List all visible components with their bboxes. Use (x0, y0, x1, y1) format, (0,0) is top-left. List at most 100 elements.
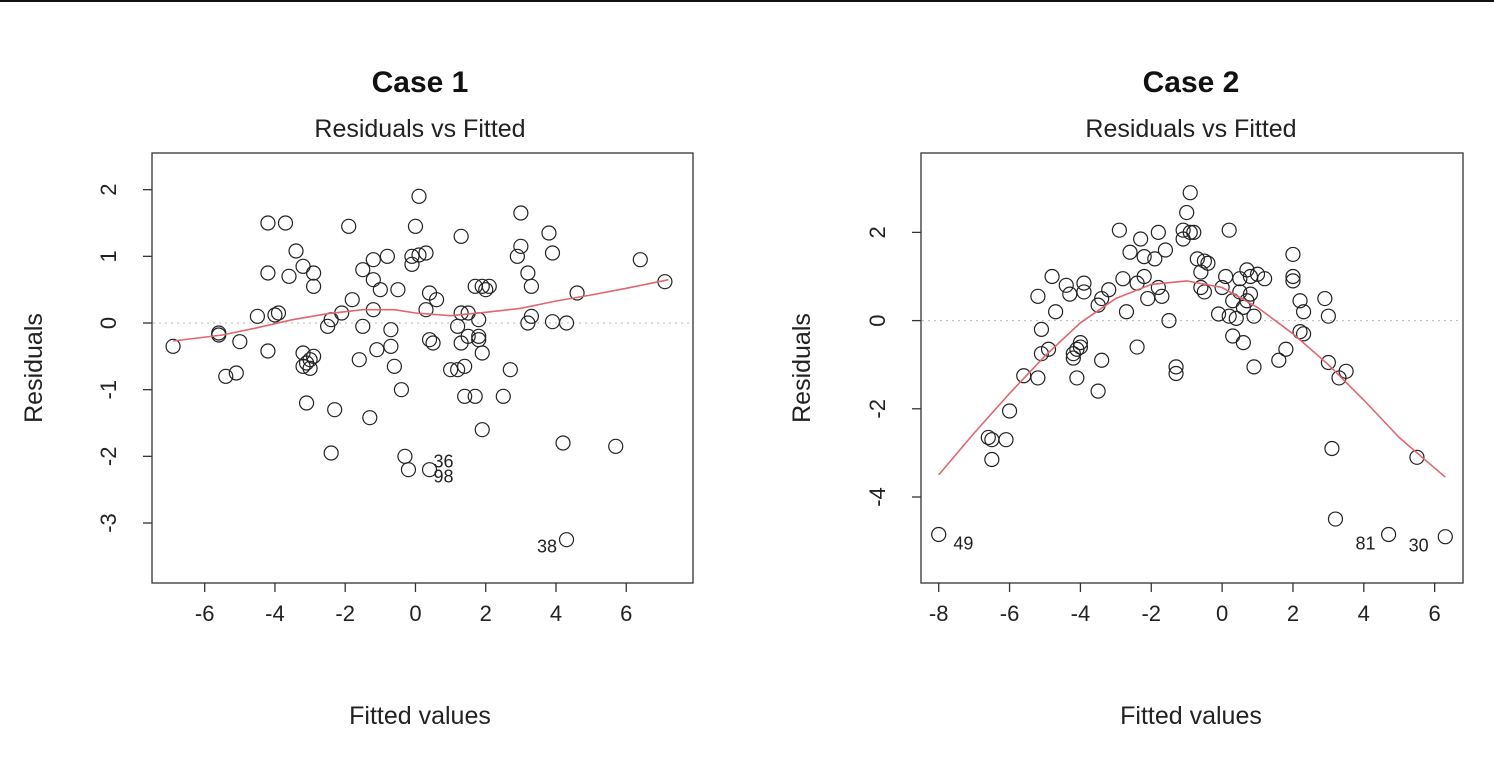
data-point (362, 410, 378, 426)
data-point (344, 292, 360, 308)
data-point (302, 352, 318, 368)
data-point (513, 205, 529, 221)
data-point (1168, 359, 1184, 375)
y-tick-label: 2 (96, 184, 121, 196)
data-point (1271, 352, 1287, 368)
data-point (523, 278, 540, 294)
data-point (407, 218, 424, 234)
data-point (260, 215, 276, 231)
data-point (1129, 339, 1145, 355)
data-point (1069, 370, 1085, 386)
data-point (1182, 185, 1198, 201)
y-tick-label: -3 (96, 513, 121, 533)
data-point (1200, 255, 1216, 271)
data-point (267, 307, 283, 323)
data-point (1101, 282, 1117, 298)
data-point (509, 248, 525, 264)
panel-subtitle: Residuals vs Fitted (1085, 115, 1296, 143)
data-point (1122, 244, 1138, 260)
data-point (1072, 339, 1089, 355)
data-point (1040, 341, 1057, 357)
data-point (386, 358, 402, 374)
data-point (1285, 268, 1301, 285)
data-point (228, 365, 244, 381)
data-point (453, 228, 469, 244)
data-point (502, 362, 518, 378)
panel-title: Case 2 (1143, 66, 1240, 99)
data-point (1295, 326, 1312, 342)
data-point (277, 215, 294, 231)
data-point (260, 343, 276, 359)
data-point (425, 335, 441, 351)
data-point (418, 302, 434, 318)
data-point (481, 278, 497, 294)
x-tick-label: 6 (1429, 601, 1441, 626)
data-point (302, 360, 318, 376)
y-tick-label: 0 (96, 317, 121, 329)
x-tick-label: 6 (620, 601, 632, 626)
data-point (478, 282, 494, 298)
axis-ticks: -6 -4 -2 0 2 4 6 -3 -2 -1 0 1 2 (96, 184, 632, 626)
data-point (365, 252, 381, 268)
outlier-label: 38 (537, 536, 557, 556)
data-point (1150, 279, 1166, 296)
data-point (460, 328, 476, 344)
data-point (558, 315, 575, 331)
data-point (218, 368, 234, 384)
data-point (1030, 288, 1046, 304)
data-point (305, 265, 322, 281)
data-point (421, 332, 438, 348)
data-point (1076, 284, 1092, 300)
data-point (355, 262, 371, 278)
y-tick-label: -4 (865, 487, 890, 507)
data-point (1196, 253, 1212, 269)
data-point (390, 282, 406, 298)
data-point (428, 292, 445, 308)
x-tick-label: -4 (1071, 601, 1091, 626)
data-point (355, 318, 371, 334)
data-point (1168, 365, 1184, 382)
x-tick-label: 4 (1358, 601, 1370, 626)
data-point (1072, 335, 1089, 351)
data-point (1030, 370, 1046, 386)
data-point (632, 252, 648, 268)
data-point (544, 314, 561, 330)
data-point (1285, 273, 1301, 289)
x-tick-label: 2 (480, 601, 492, 626)
data-point (281, 268, 297, 284)
data-point (1324, 440, 1340, 457)
data-point (411, 188, 427, 204)
data-point (513, 238, 529, 254)
panel-case-1: Case 1 Residuals vs Fitted Fitted values… (20, 66, 694, 730)
data-point (471, 312, 487, 328)
data-point (1090, 383, 1106, 399)
data-point (1033, 321, 1050, 338)
data-point (555, 435, 571, 451)
data-point (260, 265, 276, 281)
data-point (523, 308, 540, 324)
data-point (1062, 286, 1078, 302)
data-point (372, 282, 388, 298)
data-point (1094, 352, 1110, 368)
data-point (1292, 324, 1308, 340)
data-point (383, 322, 399, 338)
data-point (1157, 242, 1174, 258)
data-point (998, 432, 1014, 448)
data-point (1076, 275, 1092, 291)
data-point (1193, 279, 1209, 296)
data-point (270, 305, 287, 321)
y-tick-label: -2 (865, 399, 890, 419)
data-point (1175, 222, 1191, 238)
data-point (400, 462, 417, 478)
x-tick-label: -6 (195, 601, 215, 626)
data-point (1196, 284, 1212, 300)
outlier-label: 98 (434, 466, 454, 486)
x-tick-label: -2 (335, 601, 355, 626)
data-point (421, 462, 438, 478)
x-tick-label: -8 (929, 601, 949, 626)
data-point (305, 278, 322, 294)
x-tick-label: -6 (1000, 601, 1020, 626)
data-point (1154, 288, 1170, 304)
data-point (1058, 277, 1074, 293)
data-point (495, 388, 511, 404)
